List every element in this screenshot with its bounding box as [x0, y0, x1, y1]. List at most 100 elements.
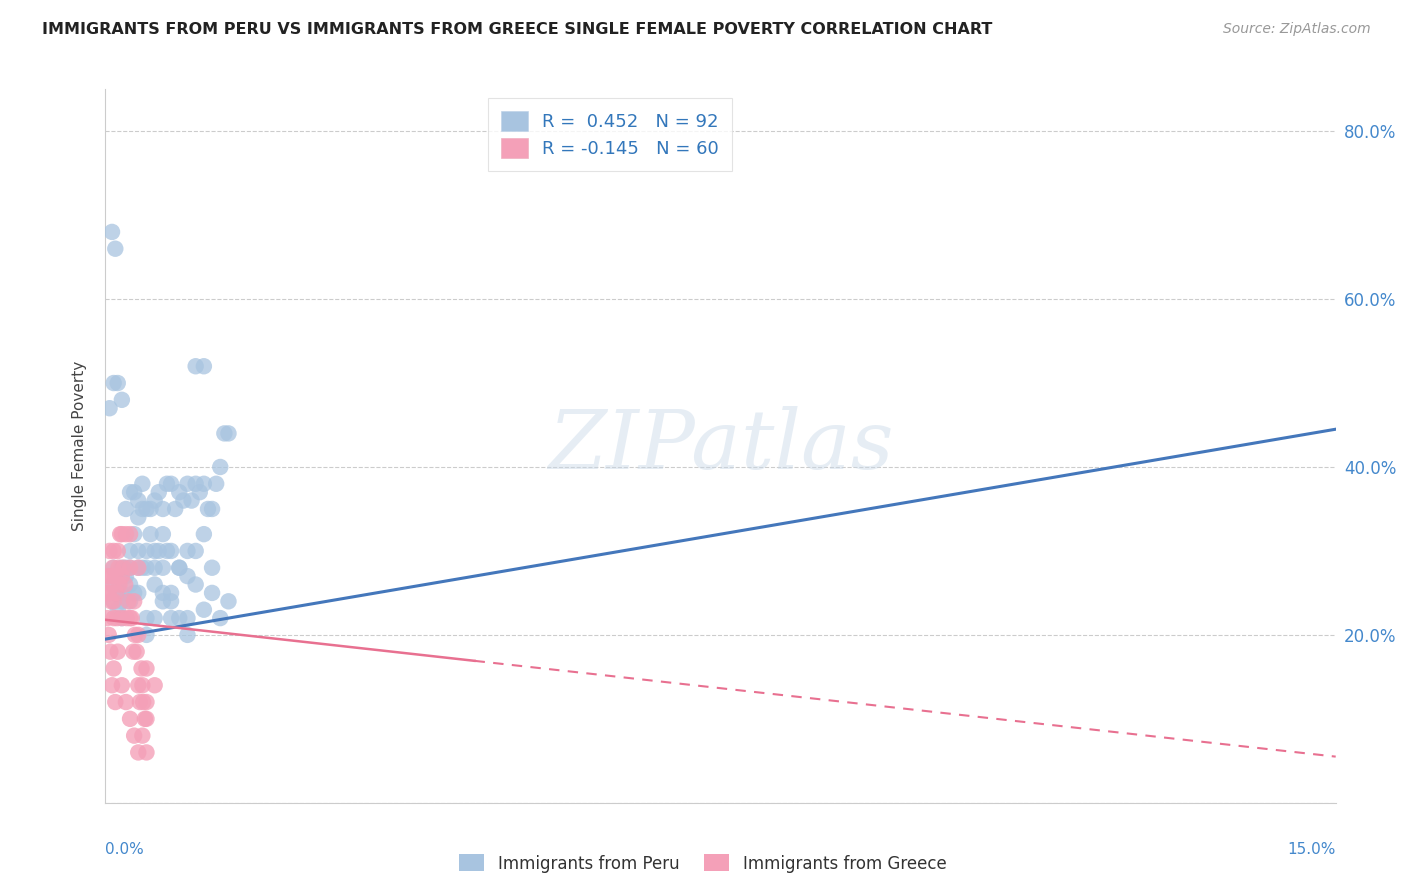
Point: [120, 544, 141, 558]
Point: [135, 611, 157, 625]
Point: [193, 476, 215, 491]
Text: IMMIGRANTS FROM PERU VS IMMIGRANTS FROM GREECE SINGLE FEMALE POVERTY CORRELATION: IMMIGRANTS FROM PERU VS IMMIGRANTS FROM …: [42, 22, 993, 37]
Point: [111, 611, 134, 625]
Point: [152, 502, 174, 516]
Point: [131, 476, 153, 491]
Point: [98, 401, 121, 416]
Point: [184, 359, 207, 374]
Point: [193, 603, 215, 617]
Point: [127, 560, 149, 574]
Point: [108, 577, 131, 591]
Point: [127, 544, 149, 558]
Point: [180, 493, 202, 508]
Point: [110, 527, 132, 541]
Point: [139, 527, 162, 541]
Point: [184, 577, 207, 591]
Point: [193, 527, 215, 541]
Point: [152, 594, 174, 608]
Point: [176, 476, 198, 491]
Point: [188, 485, 211, 500]
Point: [135, 544, 157, 558]
Point: [121, 611, 143, 625]
Point: [131, 729, 153, 743]
Point: [127, 678, 149, 692]
Point: [111, 569, 134, 583]
Point: [104, 242, 127, 256]
Text: Source: ZipAtlas.com: Source: ZipAtlas.com: [1223, 22, 1371, 37]
Point: [122, 586, 145, 600]
Point: [111, 678, 134, 692]
Point: [176, 628, 198, 642]
Point: [135, 712, 157, 726]
Point: [201, 586, 224, 600]
Point: [103, 376, 125, 390]
Point: [120, 712, 141, 726]
Y-axis label: Single Female Poverty: Single Female Poverty: [72, 361, 87, 531]
Point: [120, 611, 141, 625]
Point: [201, 502, 224, 516]
Point: [107, 376, 129, 390]
Point: [135, 746, 157, 760]
Point: [152, 586, 174, 600]
Point: [111, 586, 134, 600]
Point: [160, 544, 183, 558]
Point: [135, 628, 157, 642]
Point: [209, 611, 232, 625]
Point: [131, 560, 153, 574]
Point: [103, 577, 125, 591]
Point: [101, 560, 124, 574]
Point: [101, 678, 124, 692]
Point: [115, 695, 138, 709]
Point: [120, 577, 141, 591]
Point: [96, 586, 118, 600]
Point: [120, 560, 141, 574]
Point: [193, 359, 215, 374]
Legend: R =  0.452   N = 92, R = -0.145   N = 60: R = 0.452 N = 92, R = -0.145 N = 60: [488, 98, 731, 170]
Point: [103, 611, 125, 625]
Point: [104, 569, 127, 583]
Point: [169, 560, 191, 574]
Point: [139, 502, 162, 516]
Point: [143, 560, 166, 574]
Point: [107, 603, 129, 617]
Point: [165, 502, 187, 516]
Point: [160, 594, 183, 608]
Point: [169, 560, 191, 574]
Point: [117, 594, 139, 608]
Point: [131, 678, 153, 692]
Point: [143, 577, 166, 591]
Point: [127, 493, 149, 508]
Point: [176, 569, 198, 583]
Point: [124, 628, 146, 642]
Point: [132, 695, 155, 709]
Point: [156, 544, 179, 558]
Point: [201, 560, 224, 574]
Point: [129, 695, 152, 709]
Point: [135, 661, 157, 675]
Point: [127, 586, 149, 600]
Point: [115, 611, 138, 625]
Point: [107, 586, 129, 600]
Point: [97, 586, 120, 600]
Point: [105, 611, 128, 625]
Point: [134, 712, 156, 726]
Point: [127, 510, 149, 524]
Text: ZIPatlas: ZIPatlas: [548, 406, 893, 486]
Point: [115, 560, 138, 574]
Point: [135, 560, 157, 574]
Point: [98, 569, 122, 583]
Point: [111, 611, 134, 625]
Point: [120, 485, 141, 500]
Point: [114, 577, 136, 591]
Point: [127, 628, 149, 642]
Text: 15.0%: 15.0%: [1288, 842, 1336, 857]
Point: [103, 661, 125, 675]
Point: [97, 628, 120, 642]
Point: [218, 426, 240, 441]
Point: [122, 527, 145, 541]
Legend: Immigrants from Peru, Immigrants from Greece: Immigrants from Peru, Immigrants from Gr…: [453, 847, 953, 880]
Point: [122, 485, 145, 500]
Point: [127, 746, 149, 760]
Point: [105, 586, 128, 600]
Point: [101, 577, 124, 591]
